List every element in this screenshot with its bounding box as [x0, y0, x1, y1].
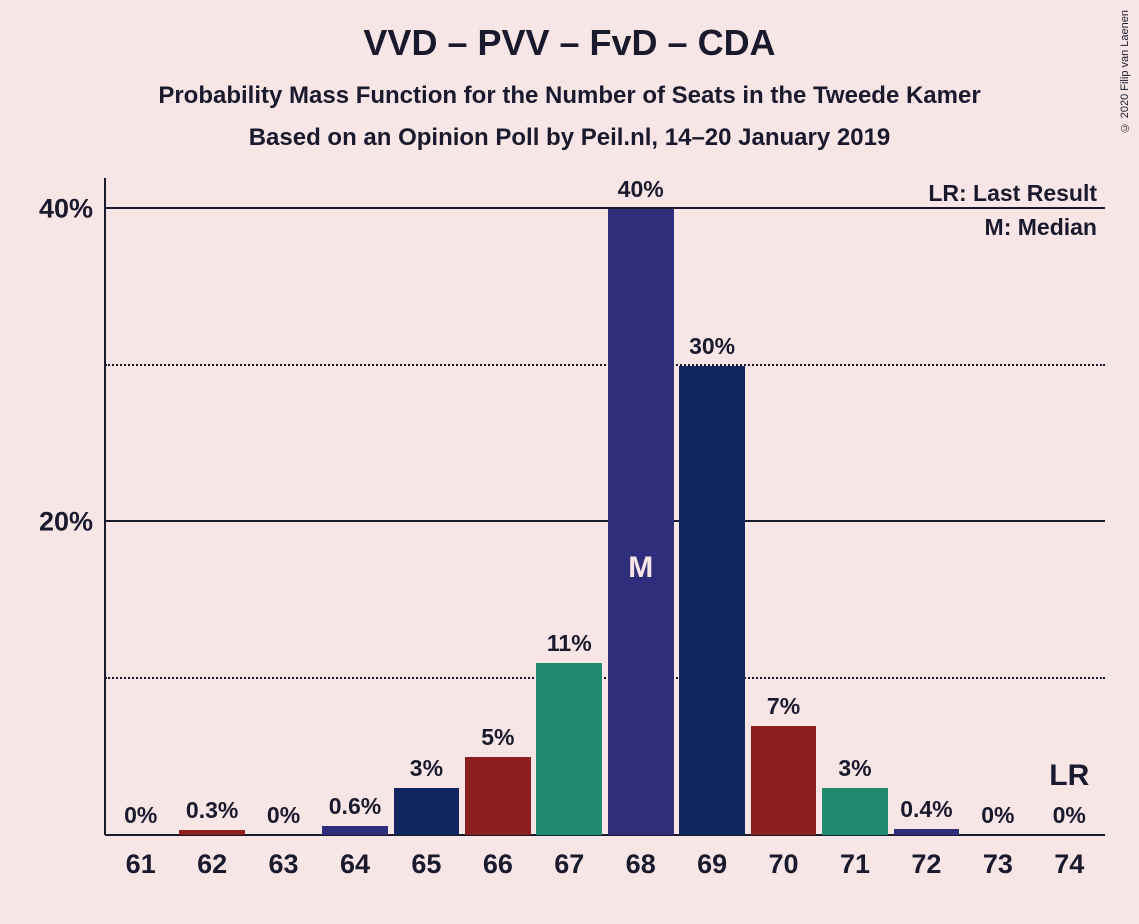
x-axis-label: 62	[197, 849, 227, 880]
bar-value-label: 0.4%	[900, 796, 952, 823]
y-axis-line	[104, 178, 106, 835]
x-axis-label: 71	[840, 849, 870, 880]
bar-value-label: 3%	[410, 755, 443, 782]
legend-lr: LR: Last Result	[928, 180, 1097, 207]
chart-title: VVD – PVV – FvD – CDA	[0, 0, 1139, 64]
x-axis-label: 66	[483, 849, 513, 880]
bar-value-label: 40%	[618, 176, 664, 203]
bar: 40%M	[608, 209, 674, 835]
bar-value-label: 0.3%	[186, 797, 238, 824]
gridline	[105, 364, 1105, 366]
bar-value-label: 0%	[1053, 802, 1086, 829]
bar: 5%	[465, 757, 531, 835]
x-axis-label: 68	[626, 849, 656, 880]
bar-value-label: 30%	[689, 333, 735, 360]
bar: 0.4%	[894, 829, 960, 835]
chart-subtitle-1: Probability Mass Function for the Number…	[0, 82, 1139, 110]
x-axis-label: 63	[269, 849, 299, 880]
median-marker: M	[628, 551, 653, 585]
chart-container: © 2020 Filip van Laenen VVD – PVV – FvD …	[0, 0, 1139, 924]
last-result-marker: LR	[1049, 759, 1089, 793]
y-axis-label: 20%	[39, 507, 93, 538]
bar: 7%	[751, 726, 817, 836]
x-axis-label: 61	[126, 849, 156, 880]
x-axis-label: 69	[697, 849, 727, 880]
bar-value-label: 7%	[767, 693, 800, 720]
x-axis-label: 65	[411, 849, 441, 880]
bar-value-label: 0.6%	[329, 793, 381, 820]
bar-value-label: 0%	[267, 802, 300, 829]
plot-area: 20%40%610%620.3%630%640.6%653%665%6711%6…	[105, 178, 1105, 835]
bar-value-label: 5%	[481, 724, 514, 751]
x-axis-label: 70	[769, 849, 799, 880]
gridline	[105, 520, 1105, 522]
x-axis-label: 74	[1054, 849, 1084, 880]
bar-value-label: 3%	[838, 755, 871, 782]
bar: 3%	[394, 788, 460, 835]
gridline	[105, 207, 1105, 209]
legend-m: M: Median	[985, 214, 1097, 241]
bar-value-label: 11%	[547, 630, 592, 657]
bar: 0.3%	[179, 830, 245, 835]
x-axis-label: 67	[554, 849, 584, 880]
gridline	[105, 677, 1105, 679]
bar-value-label: 0%	[124, 802, 157, 829]
chart-subtitle-2: Based on an Opinion Poll by Peil.nl, 14–…	[0, 124, 1139, 152]
bar: 3%	[822, 788, 888, 835]
copyright-text: © 2020 Filip van Laenen	[1119, 10, 1131, 133]
x-axis-label: 72	[911, 849, 941, 880]
bar: 30%	[679, 366, 745, 835]
x-axis-label: 73	[983, 849, 1013, 880]
x-axis-label: 64	[340, 849, 370, 880]
bar: 0.6%	[322, 826, 388, 835]
bar-value-label: 0%	[981, 802, 1014, 829]
y-axis-label: 40%	[39, 194, 93, 225]
bar: 11%	[536, 663, 602, 835]
